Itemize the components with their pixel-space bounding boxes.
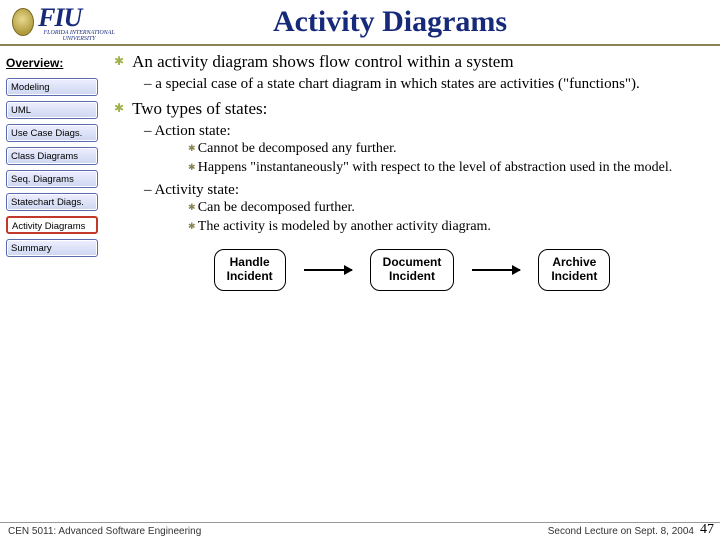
bullet-2-1-b: Happens "instantaneously" with respect t…: [188, 160, 710, 176]
sidebar-heading: Overview:: [6, 56, 100, 70]
arrow-icon: [304, 269, 352, 271]
header: FIU FLORIDA INTERNATIONAL UNIVERSITY Act…: [0, 0, 720, 46]
sidebar-item-modeling[interactable]: Modeling: [6, 78, 98, 96]
node-archive: ArchiveIncident: [538, 249, 610, 291]
activity-diagram: HandleIncident DocumentIncident ArchiveI…: [114, 249, 710, 291]
node-document: DocumentIncident: [370, 249, 455, 291]
content: An activity diagram shows flow control w…: [106, 46, 720, 522]
bullet-2-2-a: Can be decomposed further.: [188, 200, 710, 216]
bullet-2-2-b: The activity is modeled by another activ…: [188, 219, 710, 235]
bullet-1: An activity diagram shows flow control w…: [114, 52, 710, 93]
logo-text: FIU: [38, 3, 120, 33]
arrow-icon: [472, 269, 520, 271]
sidebar-item-usecase[interactable]: Use Case Diags.: [6, 124, 98, 142]
footer-left: CEN 5011: Advanced Software Engineering: [8, 526, 351, 537]
page-title: Activity Diagrams: [120, 5, 720, 39]
logo-subtext: FLORIDA INTERNATIONAL UNIVERSITY: [38, 30, 120, 42]
logo: FIU FLORIDA INTERNATIONAL UNIVERSITY: [0, 3, 120, 42]
sidebar-item-statechart[interactable]: Statechart Diags.: [6, 193, 98, 211]
footer-right: Second Lecture on Sept. 8, 2004: [351, 526, 712, 537]
bullet-1-1: a special case of a state chart diagram …: [144, 76, 710, 93]
bullet-2: Two types of states: Action state: Canno…: [114, 99, 710, 235]
bullet-2-2: Activity state: Can be decomposed furthe…: [144, 182, 710, 235]
sidebar-item-uml[interactable]: UML: [6, 101, 98, 119]
page-number: 47: [700, 522, 714, 538]
sidebar-item-summary[interactable]: Summary: [6, 239, 98, 257]
seal-icon: [12, 8, 34, 36]
sidebar: Overview: Modeling UML Use Case Diags. C…: [0, 46, 106, 522]
node-handle: HandleIncident: [214, 249, 286, 291]
sidebar-item-seq[interactable]: Seq. Diagrams: [6, 170, 98, 188]
sidebar-item-activity[interactable]: Activity Diagrams: [6, 216, 98, 234]
sidebar-item-class[interactable]: Class Diagrams: [6, 147, 98, 165]
bullet-2-1: Action state: Cannot be decomposed any f…: [144, 123, 710, 176]
bullet-2-1-a: Cannot be decomposed any further.: [188, 141, 710, 157]
footer: CEN 5011: Advanced Software Engineering …: [0, 522, 720, 540]
